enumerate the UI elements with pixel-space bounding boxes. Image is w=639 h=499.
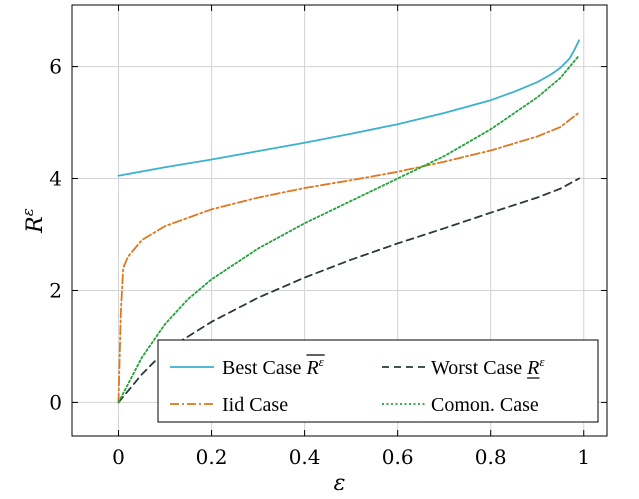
series-line-iid-case xyxy=(117,111,580,404)
x-axis-label: ε xyxy=(334,471,346,496)
x-tick-label: 1 xyxy=(577,445,590,469)
legend-entry: Best Case Rε xyxy=(222,354,325,379)
y-tick-label: 2 xyxy=(49,278,62,302)
y-axis-label-text: Rε xyxy=(19,208,48,234)
legend-box xyxy=(157,339,599,423)
x-tick-label: 0.2 xyxy=(196,445,228,469)
plot-frame xyxy=(71,4,608,437)
y-tick-label: 4 xyxy=(49,167,62,191)
x-tick-label: 0.6 xyxy=(382,445,414,469)
y-tick-label: 0 xyxy=(49,390,62,414)
series-line-comon-case xyxy=(117,54,580,404)
x-tick-label: 0.4 xyxy=(289,445,321,469)
ticks: 0 0.2 0.4 0.6 0.8 1 0 2 4 6 xyxy=(49,5,607,469)
series-line-best-case xyxy=(117,39,580,177)
legend-entry: Worst Case Rε xyxy=(431,354,545,379)
series-line-worst-case xyxy=(117,177,580,404)
legend-entry: Iid Case xyxy=(222,394,288,416)
series-layer xyxy=(117,39,580,404)
y-axis-label: Rε xyxy=(19,208,48,234)
legend: Best Case Rε Worst Case Rε Iid Case Comon.… xyxy=(157,339,599,423)
legend-entry: Comon. Case xyxy=(431,394,539,416)
y-tick-label: 6 xyxy=(49,55,62,79)
x-tick-label: 0.8 xyxy=(475,445,507,469)
x-tick-label: 0 xyxy=(112,445,125,469)
